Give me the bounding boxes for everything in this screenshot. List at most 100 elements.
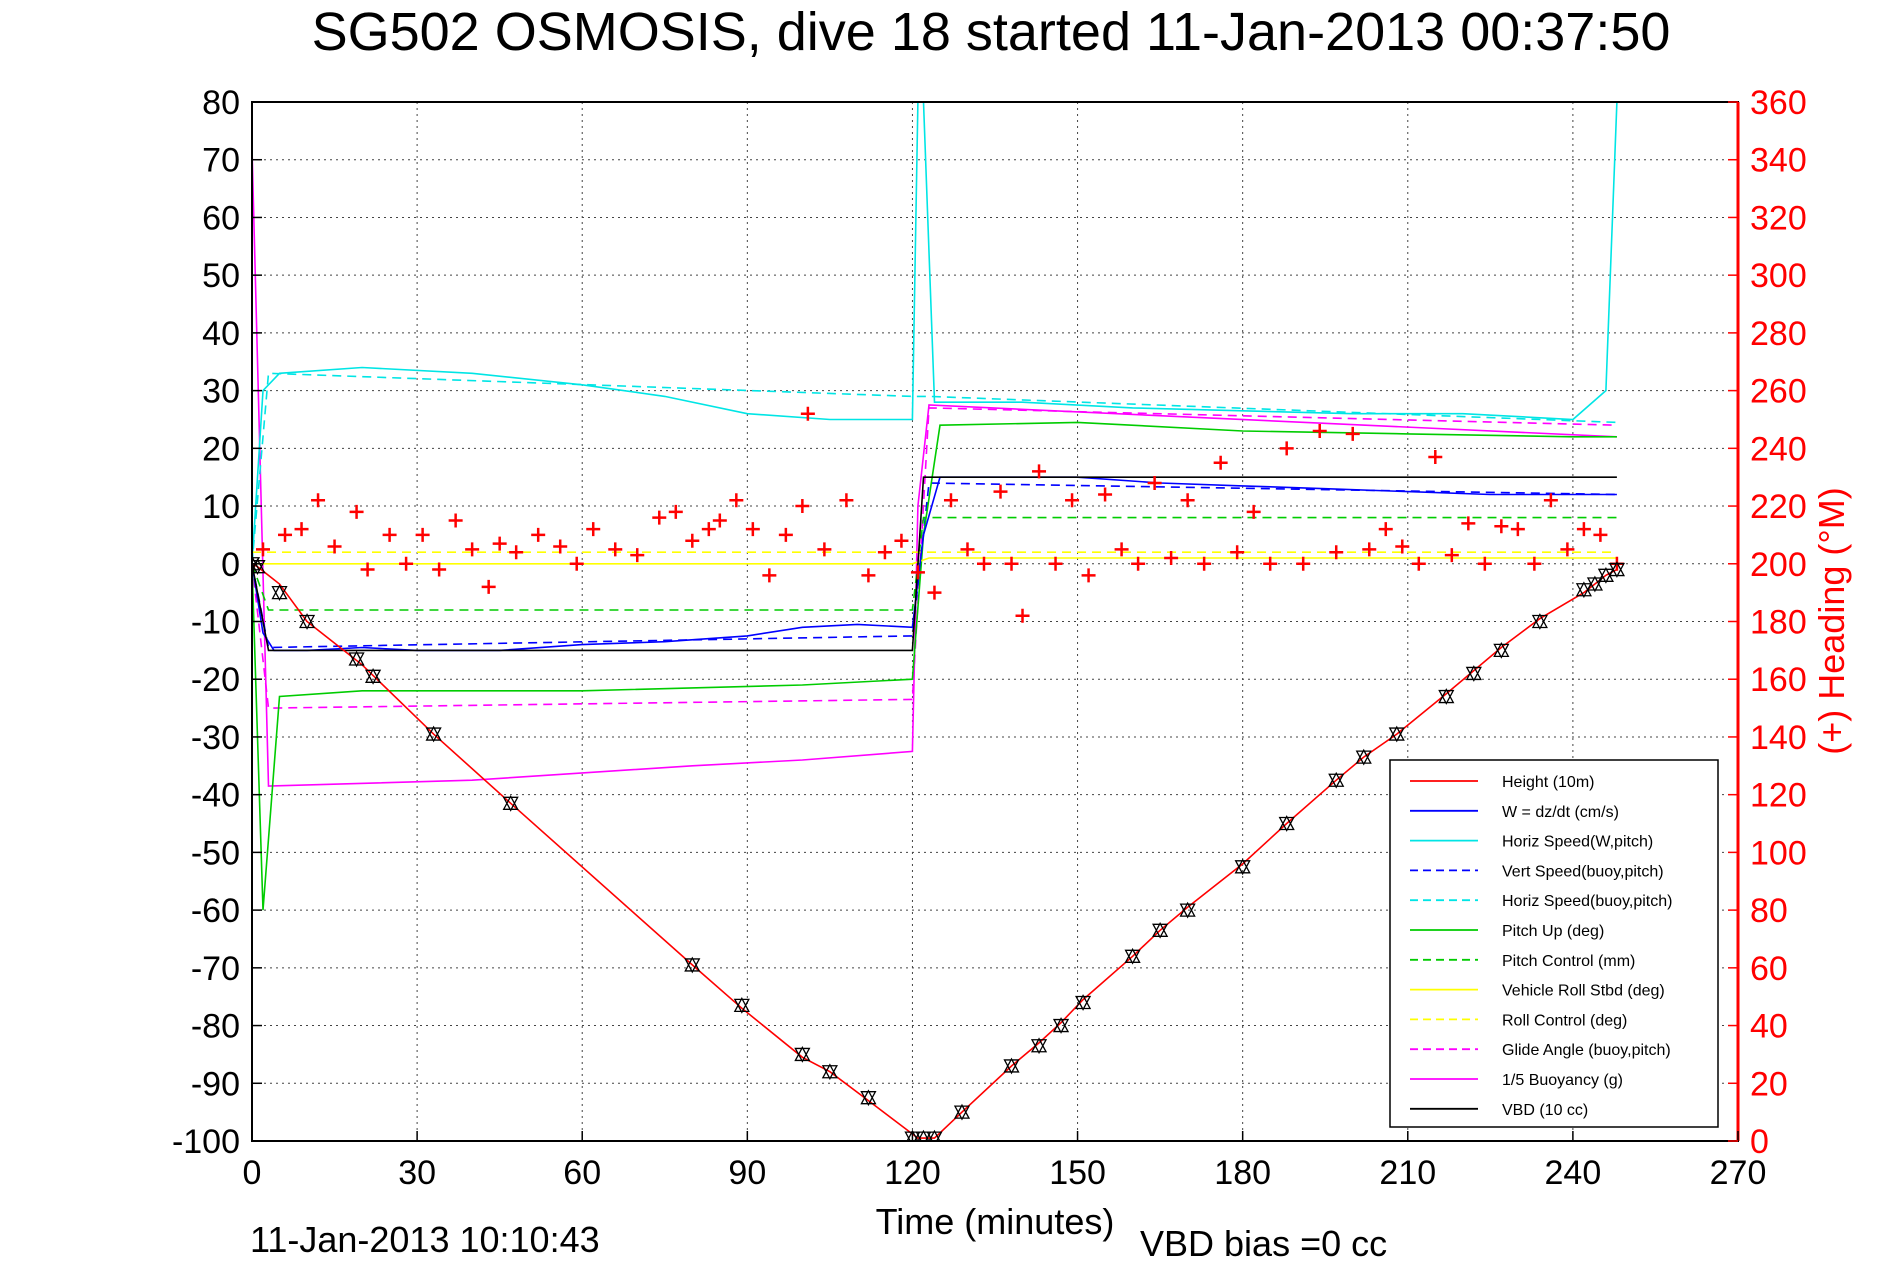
- height-marker: [252, 558, 266, 576]
- heading-marker: [927, 585, 942, 600]
- series-horiz-speed-buoy-pitch: [252, 372, 1617, 564]
- y-right-tick-label: 320: [1750, 199, 1807, 237]
- heading-marker: [1131, 556, 1146, 571]
- height-marker: [1608, 561, 1626, 578]
- heading-marker: [1494, 519, 1509, 534]
- heading-marker: [1230, 545, 1245, 560]
- heading-marker: [1065, 493, 1080, 508]
- heading-marker: [1395, 539, 1410, 554]
- y-right-tick-label: 200: [1750, 546, 1807, 584]
- heading-marker: [553, 539, 568, 554]
- y-right-tick-label: 20: [1750, 1065, 1788, 1103]
- heading-marker: [1164, 551, 1179, 566]
- heading-marker: [685, 533, 700, 548]
- heading-marker: [1263, 556, 1278, 571]
- height-marker: [1052, 1017, 1070, 1034]
- height-marker: [1355, 748, 1372, 766]
- heading-marker: [1098, 487, 1113, 502]
- heading-marker: [531, 527, 546, 542]
- heading-marker: [712, 513, 727, 528]
- y-right-tick-label: 260: [1750, 373, 1807, 411]
- y-right-tick-label: 80: [1750, 892, 1788, 930]
- heading-marker: [1411, 556, 1426, 571]
- y-tick-label: -30: [191, 719, 240, 757]
- height-marker: [915, 1129, 932, 1141]
- y-tick-label: 80: [202, 84, 240, 122]
- heading-marker: [861, 568, 876, 583]
- x-tick-label: 0: [243, 1154, 262, 1192]
- height-marker: [502, 794, 519, 812]
- heading-marker: [1246, 504, 1261, 519]
- height-marker: [1388, 725, 1405, 743]
- heading-marker: [1345, 426, 1360, 441]
- heading-marker: [894, 533, 909, 548]
- y-tick-label: -70: [191, 950, 240, 988]
- height-marker: [1179, 901, 1196, 919]
- chart-title: SG502 OSMOSIS, dive 18 started 11-Jan-20…: [312, 2, 1671, 62]
- y-tick-label: -10: [191, 604, 240, 642]
- height-marker: [1030, 1037, 1048, 1055]
- heading-marker: [762, 568, 777, 583]
- heading-marker: [327, 539, 342, 554]
- heading-marker: [910, 565, 925, 580]
- series-pitch-control-mm: [252, 516, 1617, 611]
- heading-marker: [481, 579, 496, 594]
- y-ticks-right: 3603403203002802602402202001801601401201…: [1728, 84, 1807, 1161]
- heading-marker: [1461, 516, 1476, 531]
- y-right-tick-label: 120: [1750, 777, 1807, 815]
- heading-marker: [360, 562, 375, 577]
- heading-marker: [1444, 548, 1459, 563]
- y-tick-label: -20: [191, 661, 240, 699]
- y-right-tick-label: 140: [1750, 719, 1807, 757]
- heading-marker: [1593, 527, 1608, 542]
- heading-marker: [1329, 545, 1344, 560]
- height-marker: [1531, 613, 1548, 630]
- heading-marker: [839, 493, 854, 508]
- legend-label: W = dz/dt (cm/s): [1502, 804, 1619, 821]
- heading-marker: [1032, 464, 1047, 479]
- heading-marker: [800, 406, 815, 421]
- heading-marker: [311, 493, 326, 508]
- footer-vbd-bias: VBD bias =0 cc: [1140, 1223, 1387, 1262]
- y-right-tick-label: 180: [1750, 604, 1807, 642]
- legend-label: Roll Control (deg): [1502, 1012, 1627, 1029]
- heading-marker: [1147, 475, 1162, 490]
- height-marker: [298, 613, 316, 630]
- heading-marker: [668, 504, 683, 519]
- height-marker: [1074, 994, 1092, 1011]
- heading-marker: [1213, 455, 1228, 470]
- y-right-tick-label: 240: [1750, 430, 1807, 468]
- series-pitch-up-deg: [252, 421, 1617, 911]
- height-marker: [1493, 641, 1510, 659]
- x-tick-label: 60: [563, 1154, 601, 1192]
- height-marker: [684, 956, 701, 974]
- y-right-tick-label: 0: [1750, 1123, 1769, 1161]
- y-tick-label: 50: [202, 257, 240, 295]
- heading-marker: [1527, 556, 1542, 571]
- heading-marker: [1560, 542, 1575, 557]
- heading-marker: [492, 536, 507, 551]
- heading-marker: [415, 527, 430, 542]
- legend-label: VBD (10 cc): [1502, 1102, 1588, 1119]
- y-tick-label: 70: [202, 142, 240, 180]
- height-marker: [364, 667, 382, 685]
- heading-marker: [1312, 424, 1327, 439]
- y-tick-label: -90: [191, 1065, 240, 1103]
- y-tick-label: -50: [191, 834, 240, 872]
- heading-marker: [382, 527, 397, 542]
- y-right-tick-label: 100: [1750, 834, 1807, 872]
- y-right-tick-label: 220: [1750, 488, 1807, 526]
- x-tick-label: 240: [1545, 1154, 1602, 1192]
- heading-marker: [630, 548, 645, 563]
- y-tick-label: 10: [202, 488, 240, 526]
- y-right-tick-label: 300: [1750, 257, 1807, 295]
- heading-marker: [778, 527, 793, 542]
- series-vert-speed-buoy-pitch: [252, 482, 1617, 649]
- heading-marker: [1296, 556, 1311, 571]
- y-right-tick-label: 280: [1750, 315, 1807, 353]
- heading-marker: [432, 562, 447, 577]
- series-1-5-buoyancy-g: [252, 148, 1617, 787]
- legend-label: Glide Angle (buoy,pitch): [1502, 1042, 1671, 1059]
- heading-marker: [701, 522, 716, 537]
- heading-marker: [1015, 608, 1030, 623]
